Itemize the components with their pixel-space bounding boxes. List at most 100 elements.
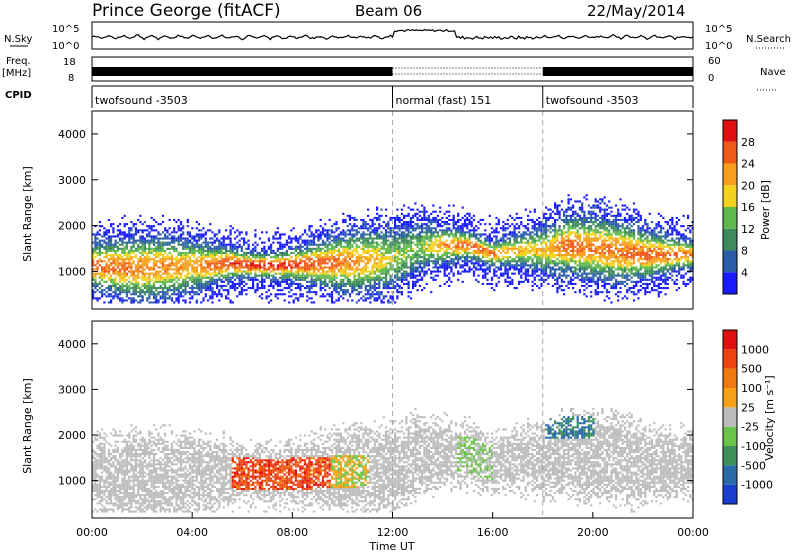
range-cell — [339, 239, 343, 242]
range-cell — [355, 301, 358, 304]
range-cell — [533, 282, 536, 285]
range-cell — [405, 266, 408, 269]
range-cell — [445, 223, 448, 226]
range-cell — [146, 282, 149, 285]
range-cell — [209, 278, 212, 281]
range-cell — [227, 276, 230, 279]
range-cell — [470, 258, 473, 261]
range-cell — [168, 258, 171, 261]
range-cell — [110, 278, 113, 281]
range-cell — [128, 237, 131, 240]
range-cell — [308, 280, 311, 283]
range-cell — [423, 239, 426, 242]
range-cell — [209, 284, 212, 287]
range-cell — [234, 254, 237, 257]
range-cell — [360, 233, 363, 236]
range-cell — [357, 291, 361, 294]
range-cell — [213, 280, 216, 283]
range-cell — [294, 274, 297, 277]
range-cell — [497, 280, 500, 283]
range-cell — [94, 264, 97, 267]
range-cell — [421, 251, 424, 254]
range-cell — [348, 258, 352, 261]
range-cell — [128, 276, 131, 279]
range-cell — [554, 260, 557, 263]
range-cell — [346, 262, 349, 265]
range-cell — [211, 260, 214, 263]
range-cell — [202, 287, 205, 290]
range-cell — [439, 266, 442, 269]
range-cell — [177, 287, 180, 290]
range-cell — [472, 214, 476, 217]
range-cell — [443, 282, 446, 285]
range-cell — [200, 243, 203, 246]
range-cell — [488, 249, 491, 252]
range-cell — [563, 237, 566, 240]
range-cell — [186, 276, 189, 279]
range-cell — [220, 268, 223, 271]
range-cell — [412, 233, 415, 236]
range-cell — [326, 239, 329, 242]
range-cell — [292, 282, 295, 285]
range-cell — [301, 268, 304, 271]
range-cell — [502, 229, 505, 232]
range-cell — [261, 270, 264, 273]
range-cell — [209, 274, 212, 277]
range-cell — [324, 251, 327, 254]
range-cell — [170, 278, 174, 281]
range-cell — [416, 254, 419, 257]
range-cell — [567, 223, 570, 226]
range-cell — [364, 243, 367, 246]
range-cell — [254, 254, 257, 257]
range-cell — [105, 268, 108, 271]
range-cell — [407, 233, 410, 236]
range-cell — [432, 241, 435, 244]
range-cell — [326, 258, 329, 261]
range-cell — [344, 293, 347, 296]
range-cell — [312, 301, 316, 304]
range-cell — [267, 268, 270, 271]
range-cell — [222, 284, 225, 287]
range-cell — [191, 241, 194, 244]
range-cell — [285, 282, 288, 285]
range-cell — [168, 268, 171, 271]
range-cell — [421, 245, 424, 248]
range-cell — [497, 249, 500, 252]
range-cell — [306, 243, 309, 246]
range-cell — [367, 229, 370, 232]
range-cell — [452, 221, 455, 224]
range-cell — [206, 241, 210, 244]
range-cell — [533, 223, 536, 226]
range-cell — [560, 235, 563, 238]
range-cell — [409, 258, 412, 261]
range-cell — [222, 243, 225, 246]
range-cell — [274, 276, 277, 279]
range-cell — [211, 282, 214, 285]
range-cell — [125, 295, 128, 298]
range-cell — [520, 221, 523, 224]
range-cell — [461, 256, 464, 259]
range-cell — [146, 280, 149, 283]
range-cell — [409, 268, 412, 271]
range-cell — [412, 221, 415, 224]
range-cell — [184, 299, 187, 302]
range-cell — [173, 239, 176, 242]
range-cell — [551, 251, 554, 254]
range-cell — [137, 270, 140, 273]
range-cell — [317, 229, 320, 232]
range-cell — [213, 239, 216, 242]
range-cell — [558, 262, 561, 265]
range-cell — [290, 284, 293, 287]
range-cell — [247, 264, 250, 267]
range-cell — [276, 268, 279, 271]
range-cell — [396, 282, 399, 285]
range-cell — [141, 254, 144, 257]
range-cell — [457, 245, 460, 248]
range-cell — [421, 268, 424, 271]
range-cell — [213, 235, 216, 238]
range-cell — [150, 239, 153, 242]
range-cell — [362, 272, 365, 275]
range-cell — [213, 270, 216, 273]
range-cell — [234, 262, 237, 265]
